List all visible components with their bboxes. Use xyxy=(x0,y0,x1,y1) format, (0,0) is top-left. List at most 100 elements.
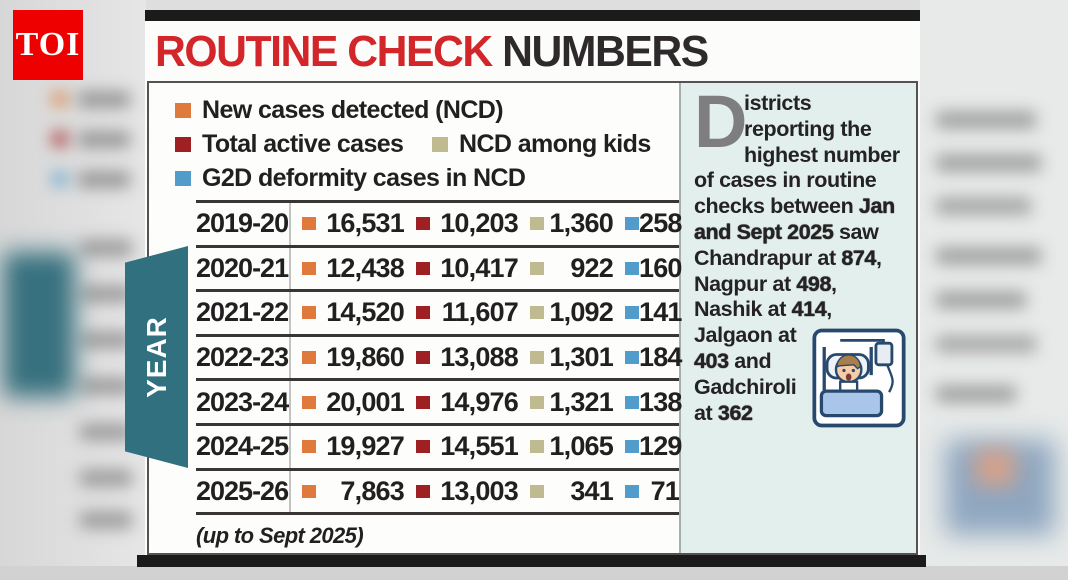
legend-row-3: G2D deformity cases in NCD xyxy=(175,161,679,195)
g2d-value: 138 xyxy=(613,387,682,418)
footnote: (up to Sept 2025) xyxy=(196,523,364,549)
year-cell: 2019-20 xyxy=(196,203,291,245)
g2d-swatch-icon xyxy=(625,484,639,498)
legend-item-ncd: New cases detected (NCD) xyxy=(175,95,504,125)
g2d-value: 129 xyxy=(613,431,682,462)
kids-swatch-icon xyxy=(530,306,544,320)
legend-label-ncd: New cases detected (NCD) xyxy=(202,95,504,124)
legend-label-active: Total active cases xyxy=(202,129,404,158)
table-row: 2021-22 14,520 11,607 1,092 141 xyxy=(196,292,682,337)
panel-segment-bold: 498 xyxy=(796,271,831,296)
panel-segment: , Nagpur at xyxy=(694,245,882,296)
legend-item-g2d: G2D deformity cases in NCD xyxy=(175,163,526,193)
kids-swatch-icon xyxy=(530,261,544,275)
active-value: 11,607 xyxy=(404,297,519,328)
active-value: 14,551 xyxy=(404,431,519,462)
ncd-swatch-icon xyxy=(302,440,316,454)
legend: New cases detected (NCD) Total active ca… xyxy=(175,93,679,195)
g2d-value: 71 xyxy=(613,476,680,507)
ncd-swatch-icon xyxy=(302,306,316,320)
legend-swatch-kids xyxy=(432,136,448,152)
legend-item-active: Total active cases xyxy=(175,130,432,159)
background-blur-bottom xyxy=(0,566,1068,580)
panel-segment-bold: 362 xyxy=(717,400,753,425)
panel-segment: istricts reporting the highest number of… xyxy=(694,91,900,219)
ncd-swatch-icon xyxy=(302,217,316,231)
ncd-swatch-icon xyxy=(302,395,316,409)
year-cell: 2025-26 xyxy=(196,470,291,513)
legend-label-g2d: G2D deformity cases in NCD xyxy=(202,163,526,192)
year-cell: 2020-21 xyxy=(196,247,291,290)
kids-swatch-icon xyxy=(530,440,544,454)
toi-logo: TOI xyxy=(13,10,83,80)
ncd-value: 20,001 xyxy=(291,387,405,418)
kids-swatch-icon xyxy=(530,484,544,498)
kids-value: 341 xyxy=(518,476,614,507)
top-black-bar xyxy=(145,10,920,21)
legend-swatch-ncd xyxy=(175,102,191,118)
content-box: New cases detected (NCD) Total active ca… xyxy=(125,81,918,555)
g2d-value: 258 xyxy=(613,208,682,239)
active-value: 13,088 xyxy=(404,342,519,373)
g2d-value: 184 xyxy=(613,342,682,373)
active-swatch-icon xyxy=(416,440,430,454)
kids-value: 1,092 xyxy=(518,297,614,328)
g2d-swatch-icon xyxy=(625,306,639,320)
kids-value: 922 xyxy=(518,253,614,284)
toi-logo-text: TOI xyxy=(15,26,81,63)
g2d-swatch-icon xyxy=(625,351,639,365)
g2d-value: 160 xyxy=(613,253,682,284)
panel-segment-bold: 874 xyxy=(841,245,876,270)
table-row: 2023-24 20,001 14,976 1,321 138 xyxy=(196,381,682,426)
dropcap: D xyxy=(694,80,748,163)
kids-value: 1,065 xyxy=(518,431,614,462)
legend-item-kids: NCD among kids xyxy=(432,130,651,159)
panel-segment-bold: Jan and Sept 2025 xyxy=(694,194,895,244)
g2d-value: 141 xyxy=(613,297,682,328)
ncd-swatch-icon xyxy=(302,484,316,498)
active-swatch-icon xyxy=(416,351,430,365)
legend-swatch-g2d xyxy=(175,170,191,186)
year-axis-ribbon: YEAR xyxy=(125,246,188,468)
table-row: 2024-25 19,927 14,551 1,065 129 xyxy=(196,425,682,471)
g2d-swatch-icon xyxy=(625,217,639,231)
g2d-swatch-icon xyxy=(625,395,639,409)
active-swatch-icon xyxy=(416,217,430,231)
page-title: ROUTINE CHECK NUMBERS xyxy=(155,27,709,77)
panel-segment-bold: 414 xyxy=(791,297,827,322)
active-value: 14,976 xyxy=(404,387,519,418)
year-cell: 2021-22 xyxy=(196,292,291,334)
panel-segment: , Nashik at xyxy=(694,271,837,322)
active-value: 10,417 xyxy=(404,253,519,284)
table-row: 2022-23 19,860 13,088 1,301 184 xyxy=(196,336,682,382)
ncd-value: 14,520 xyxy=(291,297,405,328)
ncd-value: 7,863 xyxy=(291,476,405,507)
year-cell: 2023-24 xyxy=(196,381,291,423)
legend-row-1: New cases detected (NCD) xyxy=(175,93,679,127)
legend-row-2: Total active cases NCD among kids xyxy=(175,127,679,161)
table-row: 2019-20 16,531 10,203 1,360 258 xyxy=(196,203,682,248)
title-red-part: ROUTINE CHECK xyxy=(155,27,493,76)
table-row: 2025-26 7,863 13,003 341 71 xyxy=(196,470,680,516)
data-table: 2019-20 16,531 10,203 1,360 258 2020-21 … xyxy=(196,200,682,516)
kids-value: 1,360 xyxy=(518,208,614,239)
year-cell: 2024-25 xyxy=(196,425,291,468)
panel-segment: and Gadchiroli at xyxy=(694,348,797,425)
active-swatch-icon xyxy=(416,306,430,320)
panel-segment-bold: 403 xyxy=(694,348,729,373)
ncd-swatch-icon xyxy=(302,261,316,275)
table-section: New cases detected (NCD) Total active ca… xyxy=(125,83,682,553)
g2d-swatch-icon xyxy=(625,440,639,454)
title-dark-part: NUMBERS xyxy=(491,27,709,76)
kids-value: 1,321 xyxy=(518,387,614,418)
year-cell: 2022-23 xyxy=(196,336,291,379)
active-swatch-icon xyxy=(416,484,430,498)
bottom-black-bar xyxy=(137,555,926,567)
ncd-value: 12,438 xyxy=(291,253,405,284)
ncd-value: 19,860 xyxy=(291,342,405,373)
panel-segment: saw Chandrapur at xyxy=(694,219,879,270)
panel-segment: , Jalgaon at xyxy=(694,297,832,348)
kids-value: 1,301 xyxy=(518,342,614,373)
active-swatch-icon xyxy=(416,261,430,275)
